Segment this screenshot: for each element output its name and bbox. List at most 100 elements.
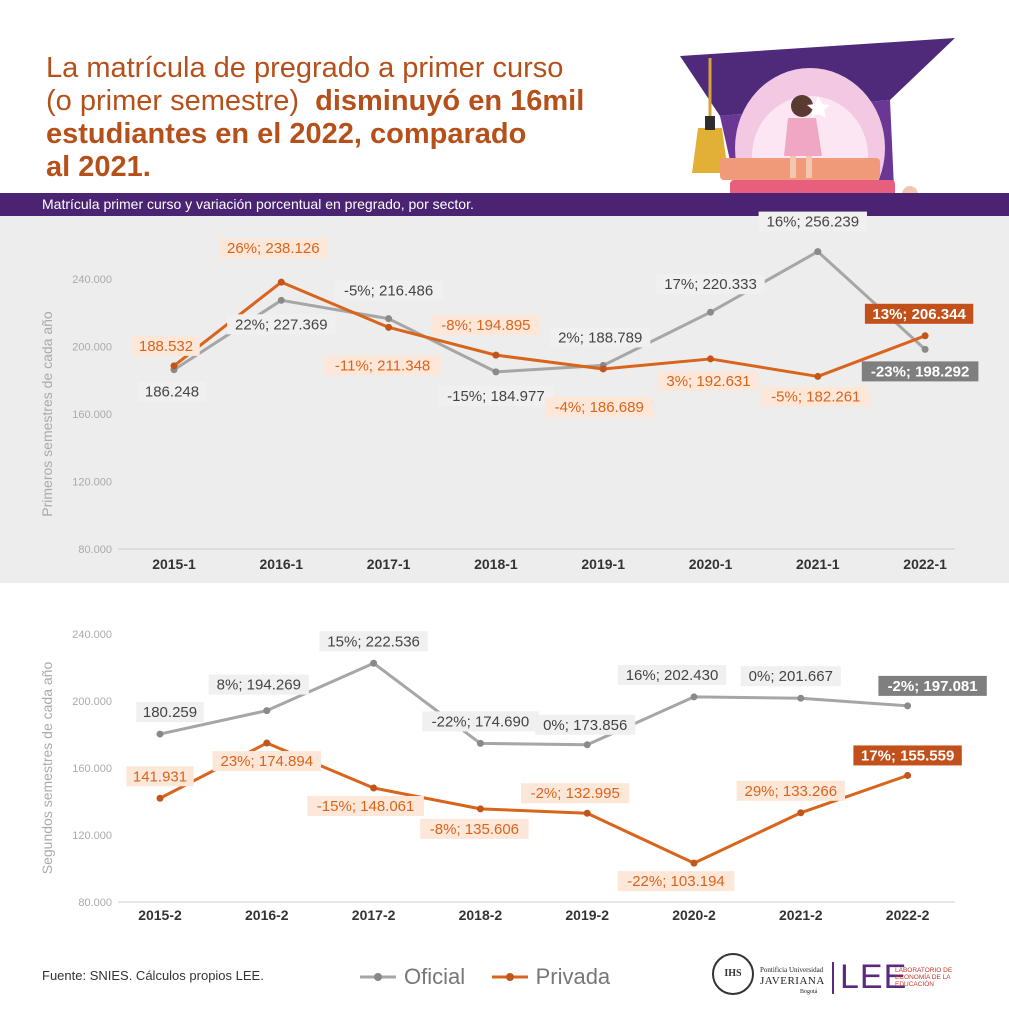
data-label-text: -15%; 148.061 bbox=[317, 798, 415, 815]
series-line-privada bbox=[159, 741, 909, 865]
data-point-oficial bbox=[385, 315, 393, 323]
data-label-box bbox=[617, 871, 735, 892]
data-label-privada: 17%; 155.559 bbox=[853, 745, 962, 766]
data-label-text: 3%; 192.631 bbox=[666, 373, 750, 390]
data-label-privada: -4%; 186.689 bbox=[545, 396, 654, 417]
data-label-box bbox=[136, 702, 204, 723]
data-label-privada: 26%; 238.126 bbox=[219, 238, 328, 259]
data-label-text: -23%; 198.292 bbox=[871, 363, 969, 380]
x-tick-label: 2015-1 bbox=[152, 556, 196, 572]
data-label-text: -8%; 135.606 bbox=[430, 821, 519, 838]
lee-description: LABORATORIO DE ECONOMÍA DE LA EDUCACIÓN bbox=[895, 967, 953, 988]
data-point-oficial bbox=[476, 739, 484, 747]
data-label-privada: 23%; 174.894 bbox=[212, 751, 321, 772]
data-point-oficial bbox=[263, 707, 271, 715]
data-point-privada bbox=[370, 784, 378, 792]
y-tick-label: 120.000 bbox=[72, 830, 112, 842]
data-point-privada bbox=[385, 323, 393, 331]
series-line-oficial bbox=[159, 661, 908, 747]
x-tick-label: 2021-2 bbox=[779, 907, 823, 923]
data-label-box bbox=[208, 674, 309, 695]
data-label-oficial: -15%; 184.977 bbox=[437, 385, 555, 406]
y-tick-label: 80.000 bbox=[78, 544, 112, 556]
data-label-text: 17%; 155.559 bbox=[861, 747, 954, 764]
data-label-oficial: 16%; 256.239 bbox=[758, 211, 867, 232]
data-label-box bbox=[545, 396, 654, 417]
data-label-text: 2%; 188.789 bbox=[558, 329, 642, 346]
data-point-oficial bbox=[707, 308, 714, 316]
y-tick-label: 240.000 bbox=[72, 629, 112, 641]
x-tick-label: 2022-1 bbox=[903, 556, 947, 572]
data-label-text: -2%; 197.081 bbox=[888, 678, 978, 695]
data-point-privada bbox=[170, 362, 178, 370]
lee-logo-divider bbox=[832, 962, 834, 994]
data-label-oficial: -2%; 197.081 bbox=[878, 675, 987, 696]
data-label-text: 0%; 201.667 bbox=[749, 668, 833, 685]
data-point-oficial bbox=[690, 693, 698, 701]
data-label-box bbox=[126, 766, 194, 787]
x-tick-label: 2016-2 bbox=[245, 907, 289, 923]
data-label-box bbox=[658, 370, 759, 391]
data-label-privada: -8%; 135.606 bbox=[420, 818, 529, 839]
x-tick-label: 2017-1 bbox=[367, 556, 411, 572]
legend-oficial-label: Oficial bbox=[404, 964, 466, 989]
chart-primeros-semestres: 80.000 120.000 160.000 200.000 240.000 Primer… bbox=[39, 211, 979, 572]
data-label-oficial: 180.259 bbox=[136, 702, 204, 723]
data-point-privada bbox=[156, 794, 164, 802]
data-label-text: 141.931 bbox=[133, 768, 187, 785]
data-point-privada bbox=[476, 805, 484, 813]
data-label-box bbox=[758, 211, 867, 232]
data-label-oficial: 186.248 bbox=[138, 381, 206, 402]
data-point-oficial bbox=[921, 345, 929, 353]
javeriana-seal-text: IHS bbox=[724, 968, 742, 979]
data-label-box bbox=[550, 327, 651, 348]
x-tick-label: 2018-1 bbox=[474, 556, 518, 572]
data-point-privada bbox=[814, 372, 822, 380]
data-label-oficial: 17%; 220.333 bbox=[656, 274, 765, 295]
javeriana-logo: IHS Pontificia Universidad JAVERIANA Bog… bbox=[712, 953, 830, 999]
data-label-text: 13%; 206.344 bbox=[872, 306, 966, 323]
data-label-text: 186.248 bbox=[145, 384, 199, 401]
x-tick-label: 2019-2 bbox=[565, 907, 609, 923]
chart-segundos-semestres: 80.000 120.000 160.000 200.000 240.000 Segund… bbox=[39, 629, 987, 923]
legend-privada-label: Privada bbox=[535, 964, 611, 989]
y-tick-label: 120.000 bbox=[72, 477, 112, 489]
data-label-box bbox=[212, 751, 321, 772]
y-tick-label: 80.000 bbox=[78, 897, 112, 909]
data-label-box bbox=[307, 795, 424, 816]
y-axis-label: Segundos semestres de cada año bbox=[39, 662, 55, 875]
data-label-box bbox=[422, 711, 539, 732]
data-point-privada bbox=[263, 739, 271, 747]
x-tick-label: 2022-2 bbox=[886, 907, 930, 923]
data-label-box bbox=[617, 664, 727, 685]
data-label-text: 15%; 222.536 bbox=[327, 633, 420, 650]
data-point-privada bbox=[690, 859, 698, 867]
data-label-box bbox=[420, 818, 529, 839]
data-label-text: -22%; 103.194 bbox=[627, 873, 725, 890]
data-label-oficial: -23%; 198.292 bbox=[861, 361, 979, 382]
x-tick-label: 2018-2 bbox=[459, 907, 503, 923]
series-line-privada bbox=[173, 280, 926, 378]
data-point-oficial bbox=[156, 730, 164, 738]
data-label-box bbox=[324, 355, 441, 376]
x-tick-label: 2020-2 bbox=[672, 907, 716, 923]
data-label-box bbox=[656, 274, 765, 295]
x-tick-label: 2020-1 bbox=[689, 556, 733, 572]
data-label-box bbox=[861, 361, 979, 382]
data-point-oficial bbox=[797, 694, 805, 702]
data-label-text: -4%; 186.689 bbox=[555, 399, 644, 416]
data-label-privada: -22%; 103.194 bbox=[617, 871, 735, 892]
source-note: Fuente: SNIES. Cálculos propios LEE. bbox=[42, 968, 264, 983]
y-axis-label: Primeros semestres de cada año bbox=[39, 311, 55, 517]
data-label-oficial: 22%; 227.369 bbox=[227, 314, 336, 335]
data-label-text: 16%; 256.239 bbox=[767, 214, 860, 231]
data-label-text: 26%; 238.126 bbox=[227, 240, 320, 257]
data-label-box bbox=[319, 631, 428, 652]
data-point-privada bbox=[599, 365, 607, 373]
data-point-oficial bbox=[277, 296, 285, 304]
legend-item-privada: Privada bbox=[490, 964, 611, 990]
data-point-oficial bbox=[814, 248, 822, 256]
data-label-text: 23%; 174.894 bbox=[221, 753, 314, 770]
data-label-privada: -15%; 148.061 bbox=[307, 795, 424, 816]
data-label-text: 0%; 173.856 bbox=[543, 717, 627, 734]
